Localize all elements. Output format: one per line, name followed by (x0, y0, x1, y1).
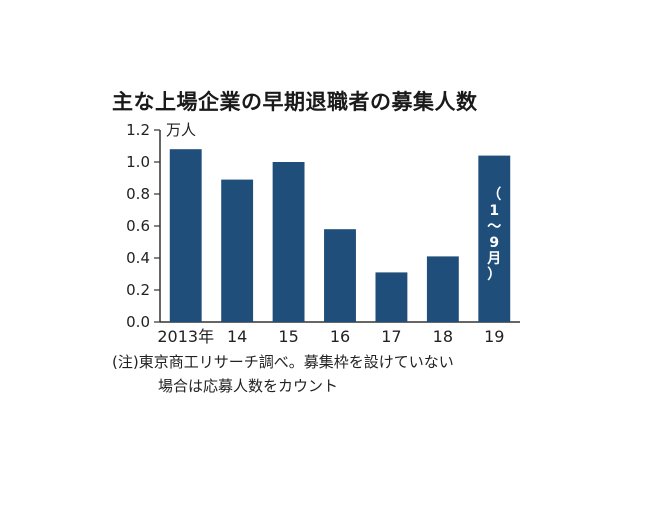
bar (169, 149, 202, 322)
bar (426, 256, 459, 322)
y-tick-label: 1.0 (126, 153, 150, 171)
y-unit-label: 万人 (166, 121, 196, 139)
y-tick-label: 0.4 (126, 249, 150, 267)
y-tick-label: 0.2 (126, 281, 150, 299)
chart-note: (注)東京商工リサーチ調べ。募集枠を設けていない 場合は応募人数をカウント (112, 350, 454, 398)
chart-title: 主な上場企業の早期退職者の募集人数 (112, 90, 478, 114)
y-tick-label: 0.0 (126, 313, 150, 331)
note-line-1: (注)東京商工リサーチ調べ。募集枠を設けていない (112, 353, 454, 371)
x-tick-label: 16 (330, 327, 350, 346)
y-tick-label: 0.8 (126, 185, 150, 203)
x-tick-label: 14 (227, 327, 247, 346)
bar (324, 229, 356, 322)
x-tick-label: 15 (278, 327, 298, 346)
bar (272, 162, 305, 322)
bar (478, 155, 511, 322)
bar (221, 179, 254, 322)
x-tick-label: 18 (433, 327, 453, 346)
y-tick-label: 1.2 (126, 121, 150, 139)
x-tick-label: 19 (484, 327, 504, 346)
bar (375, 272, 408, 322)
y-tick-label: 0.6 (126, 217, 150, 235)
x-tick-label: 2013年 (157, 327, 214, 346)
note-line-2: 場合は応募人数をカウント (158, 377, 339, 395)
bar-annotation: （1 〜 9 月） (486, 187, 501, 283)
x-tick-label: 17 (381, 327, 401, 346)
